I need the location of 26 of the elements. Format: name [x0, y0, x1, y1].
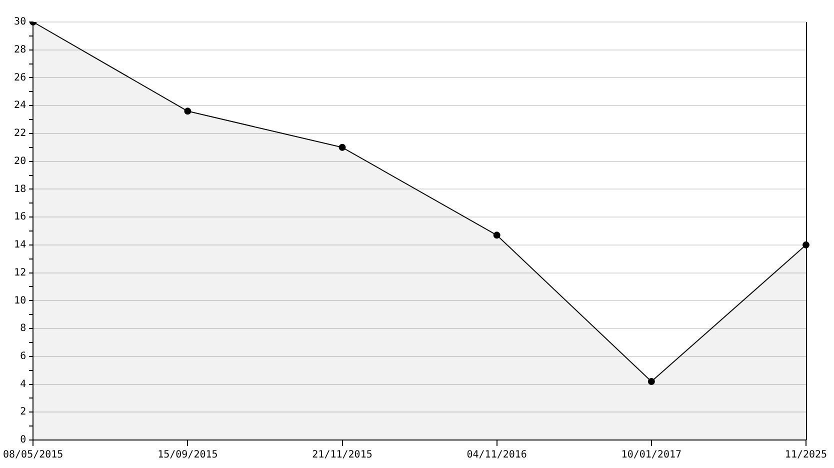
y-tick-label: 18	[14, 184, 26, 195]
x-tick-label: 15/09/2015	[158, 450, 218, 461]
y-tick-label: 2	[20, 406, 26, 418]
y-tick-label: 26	[14, 72, 26, 84]
point	[184, 108, 192, 115]
y-tick-label: 24	[14, 100, 26, 112]
x-tick-label: 11/2025	[784, 450, 828, 461]
y-tick-label: 0	[20, 434, 26, 446]
point	[648, 378, 655, 385]
x-tick-label: 10/01/2017	[621, 450, 682, 461]
point	[338, 144, 346, 151]
x-tick-label: 21/11/2015	[312, 450, 372, 461]
y-tick-label: 22	[14, 128, 26, 140]
y-tick-label: 16	[14, 212, 26, 223]
y-tick-label: 28	[14, 44, 26, 56]
y-tick-label: 14	[14, 240, 26, 251]
x-tick-label: 08/05/2015	[2, 450, 64, 461]
y-tick-label: 12	[14, 267, 26, 278]
y-tick-label: 10	[14, 295, 26, 306]
y-tick-label: 6	[20, 350, 26, 362]
point	[493, 232, 500, 239]
x-tick-label: 04/11/2016	[466, 450, 527, 461]
y-tick-label: 4	[20, 378, 26, 390]
y-tick-label: 30	[14, 16, 26, 28]
y-tick-label: 20	[14, 156, 26, 167]
y-tick-label: 8	[20, 323, 26, 334]
